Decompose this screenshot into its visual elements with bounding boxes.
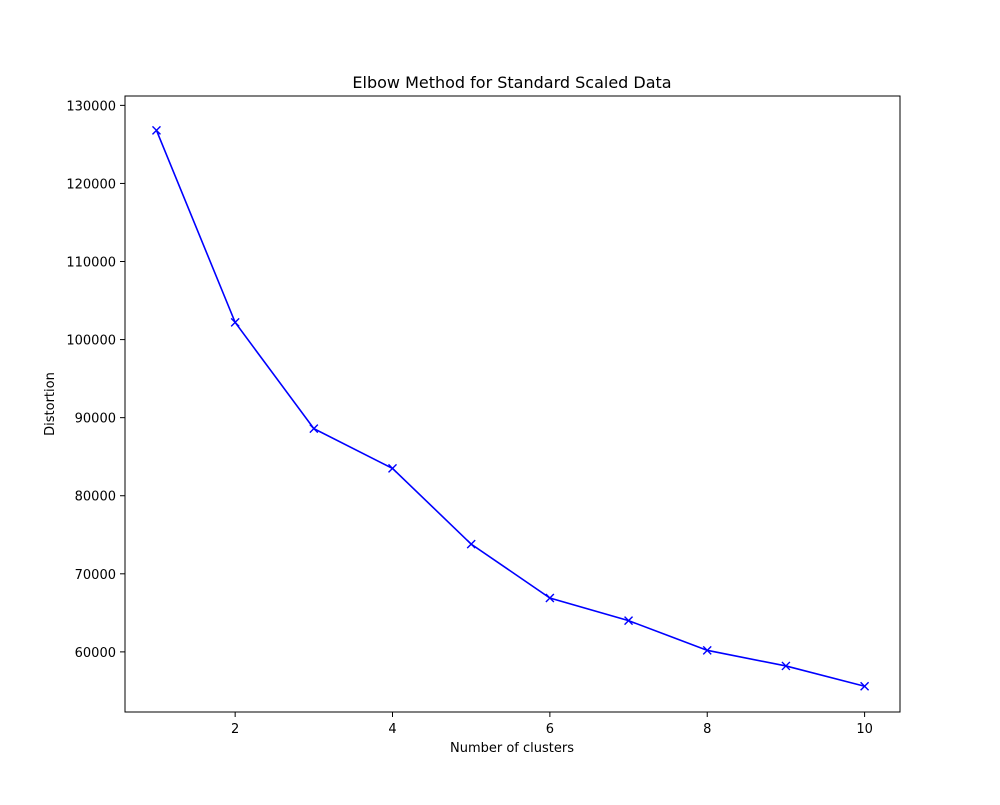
- y-tick-label: 120000: [66, 177, 116, 192]
- data-point-marker: [781, 661, 791, 671]
- y-tick-label: 60000: [75, 646, 116, 661]
- plot-layer: 2 4 6 8 10 60000 70000 80000 90000 100000 110000 12…: [66, 99, 873, 737]
- marker-stroke: [624, 616, 634, 626]
- data-point-marker: [466, 539, 476, 549]
- x-tick-label: 8: [703, 722, 711, 737]
- data-point-marker: [388, 463, 398, 473]
- marker-stroke: [466, 539, 476, 549]
- data-point-marker: [860, 681, 870, 691]
- marker-stroke: [388, 463, 398, 473]
- marker-stroke: [309, 424, 319, 434]
- marker-stroke: [230, 317, 240, 327]
- series-line: [155, 130, 865, 688]
- y-tick-label: 130000: [66, 99, 116, 114]
- data-point-marker: [545, 593, 555, 603]
- y-tick-label: 110000: [66, 256, 116, 271]
- marker-stroke: [860, 681, 870, 691]
- x-tick-label: 6: [546, 722, 554, 737]
- y-tick-label: 70000: [75, 568, 116, 583]
- marker-stroke: [151, 125, 161, 135]
- x-tick-label: 2: [231, 722, 239, 737]
- marker-stroke: [781, 661, 791, 671]
- y-tick-label: 90000: [75, 412, 116, 427]
- data-point-marker: [151, 125, 161, 135]
- y-tick-label: 80000: [75, 490, 116, 505]
- y-axis-label: Distortion: [43, 372, 58, 436]
- marker-stroke: [702, 645, 712, 655]
- data-point-marker: [624, 616, 634, 626]
- y-tick-label: 100000: [66, 334, 116, 349]
- plot-frame: [124, 95, 901, 713]
- x-tick-label: 4: [388, 722, 396, 737]
- chart-title: Elbow Method for Standard Scaled Data: [352, 73, 671, 92]
- marker-stroke: [545, 593, 555, 603]
- data-point-marker: [309, 424, 319, 434]
- x-axis-label: Number of clusters: [450, 741, 574, 756]
- data-point-marker: [702, 645, 712, 655]
- x-tick-label: 10: [856, 722, 873, 737]
- data-point-marker: [230, 317, 240, 327]
